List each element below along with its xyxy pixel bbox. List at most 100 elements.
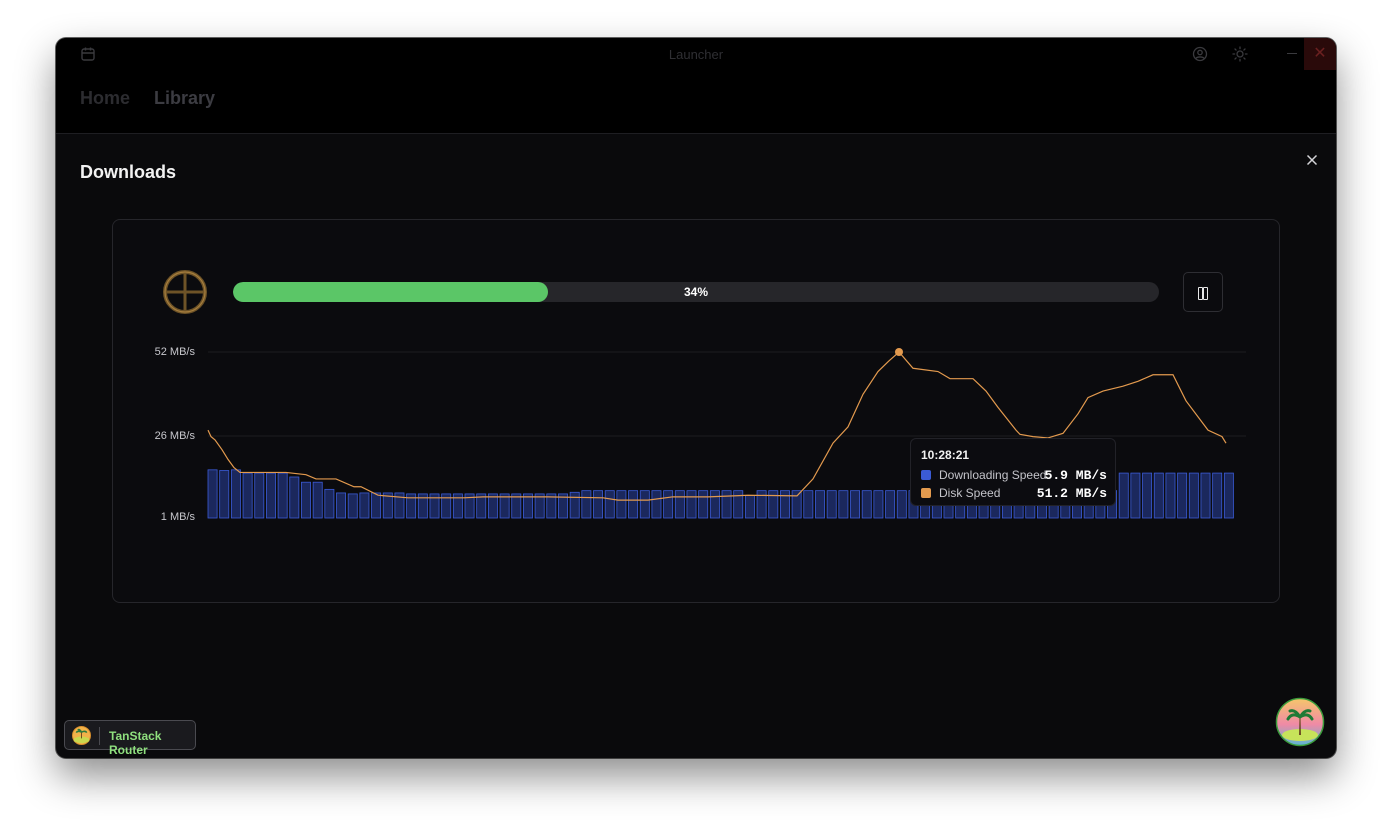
download-bar xyxy=(850,490,861,519)
download-bar xyxy=(464,493,475,519)
download-bar xyxy=(873,490,884,519)
download-bar xyxy=(733,490,744,519)
tanstack-logo-icon xyxy=(72,726,91,745)
disk-speed-line xyxy=(207,351,1227,501)
y-tick-label-26: 26 MB/s xyxy=(155,430,196,442)
download-bar xyxy=(1142,472,1153,519)
download-bar xyxy=(1165,472,1176,519)
tooltip-series-value: 51.2 MB/s xyxy=(1036,486,1107,501)
download-bar xyxy=(616,490,627,519)
download-bar xyxy=(394,492,405,519)
download-bar xyxy=(347,493,358,519)
download-bar xyxy=(359,492,370,519)
nav-home[interactable]: Home xyxy=(80,88,131,108)
download-bar xyxy=(768,490,779,519)
download-bar xyxy=(674,490,685,519)
download-bar xyxy=(266,472,276,519)
download-bar xyxy=(242,472,253,519)
download-bar xyxy=(558,493,568,519)
download-bar xyxy=(429,493,440,519)
download-progress-bar: 34% xyxy=(233,282,1159,302)
download-bar xyxy=(803,490,814,519)
download-bar xyxy=(523,493,533,519)
window-close-button[interactable]: ✕ xyxy=(1304,38,1336,70)
tooltip-series-value: 5.9 MB/s xyxy=(1044,468,1107,483)
user-circle-icon[interactable] xyxy=(1192,46,1208,62)
tooltip-series-name: Disk Speed xyxy=(939,486,1001,500)
download-bar xyxy=(651,490,662,519)
download-bar xyxy=(1130,472,1141,519)
crosshair-icon xyxy=(163,270,207,314)
badge-divider xyxy=(99,727,100,745)
download-bar xyxy=(826,490,837,519)
download-bar xyxy=(371,492,382,519)
download-bar xyxy=(1118,472,1129,519)
chart-tooltip: 10:28:21 Downloading Speed 5.9 MB/s Disk… xyxy=(910,438,1116,506)
download-bar xyxy=(406,493,417,519)
window-title: Launcher xyxy=(668,47,724,62)
y-tick-label-52: 52 MB/s xyxy=(155,346,196,358)
download-bar xyxy=(476,493,487,519)
download-bar xyxy=(896,490,907,519)
download-bar xyxy=(254,472,265,519)
download-bar xyxy=(1200,472,1211,519)
download-bar xyxy=(277,472,288,519)
progress-fill xyxy=(233,282,548,302)
download-bar xyxy=(698,490,709,519)
download-bar xyxy=(885,490,896,519)
download-bar xyxy=(756,490,767,519)
download-bar xyxy=(301,481,311,519)
download-bar xyxy=(604,490,615,519)
download-bar xyxy=(569,491,580,519)
close-icon: ✕ xyxy=(1313,45,1327,62)
tanstack-router-devtools-button[interactable]: TanStack Router xyxy=(64,720,196,757)
download-bar xyxy=(312,481,323,519)
download-bar xyxy=(663,490,674,519)
close-icon[interactable] xyxy=(1304,152,1320,168)
download-bar xyxy=(780,490,790,519)
download-bar xyxy=(686,490,697,519)
download-bar xyxy=(382,492,393,519)
speed-chart: 52 MB/s 26 MB/s 1 MB/s xyxy=(155,346,1246,523)
tooltip-row-disk: Disk Speed 51.2 MB/s xyxy=(921,485,1107,501)
download-bar xyxy=(1177,472,1188,519)
download-bar xyxy=(511,493,522,519)
main-nav: Home Library xyxy=(56,70,1336,134)
y-tick-label-1: 1 MB/s xyxy=(161,511,196,523)
download-bar xyxy=(744,495,755,519)
download-bar xyxy=(861,490,872,519)
sun-icon[interactable] xyxy=(1232,46,1248,62)
download-bar xyxy=(499,493,510,519)
download-bar xyxy=(709,490,720,519)
title-bar[interactable]: Launcher ✕ xyxy=(56,38,1336,70)
download-bar xyxy=(1212,472,1223,519)
progress-label: 34% xyxy=(683,285,709,299)
disk-speed-series xyxy=(207,348,1227,501)
download-bar xyxy=(417,493,428,519)
download-bar xyxy=(230,469,241,519)
tooltip-time: 10:28:21 xyxy=(921,448,970,462)
pause-button[interactable] xyxy=(1183,272,1223,312)
download-bar xyxy=(289,476,300,519)
download-bar xyxy=(1188,472,1199,519)
download-bar xyxy=(441,493,452,519)
download-bar xyxy=(628,490,639,519)
download-bar xyxy=(487,493,498,519)
download-bar xyxy=(219,470,230,519)
download-bar xyxy=(452,493,463,519)
download-bar xyxy=(534,493,545,519)
download-bar xyxy=(1153,472,1164,519)
minimize-button[interactable] xyxy=(1278,38,1306,70)
calendar-icon xyxy=(81,47,95,61)
download-bar xyxy=(815,490,825,519)
nav-library[interactable]: Library xyxy=(154,88,216,108)
launcher-window: Launcher ✕ Home Library Downloads xyxy=(56,38,1336,758)
download-bar xyxy=(336,492,347,519)
download-bar xyxy=(546,493,557,519)
download-bar xyxy=(791,490,802,519)
download-bar xyxy=(1223,472,1234,519)
download-bar xyxy=(639,490,650,519)
download-bar xyxy=(324,488,335,519)
download-bar xyxy=(838,490,849,519)
query-devtools-logo-icon[interactable] xyxy=(1275,697,1325,747)
